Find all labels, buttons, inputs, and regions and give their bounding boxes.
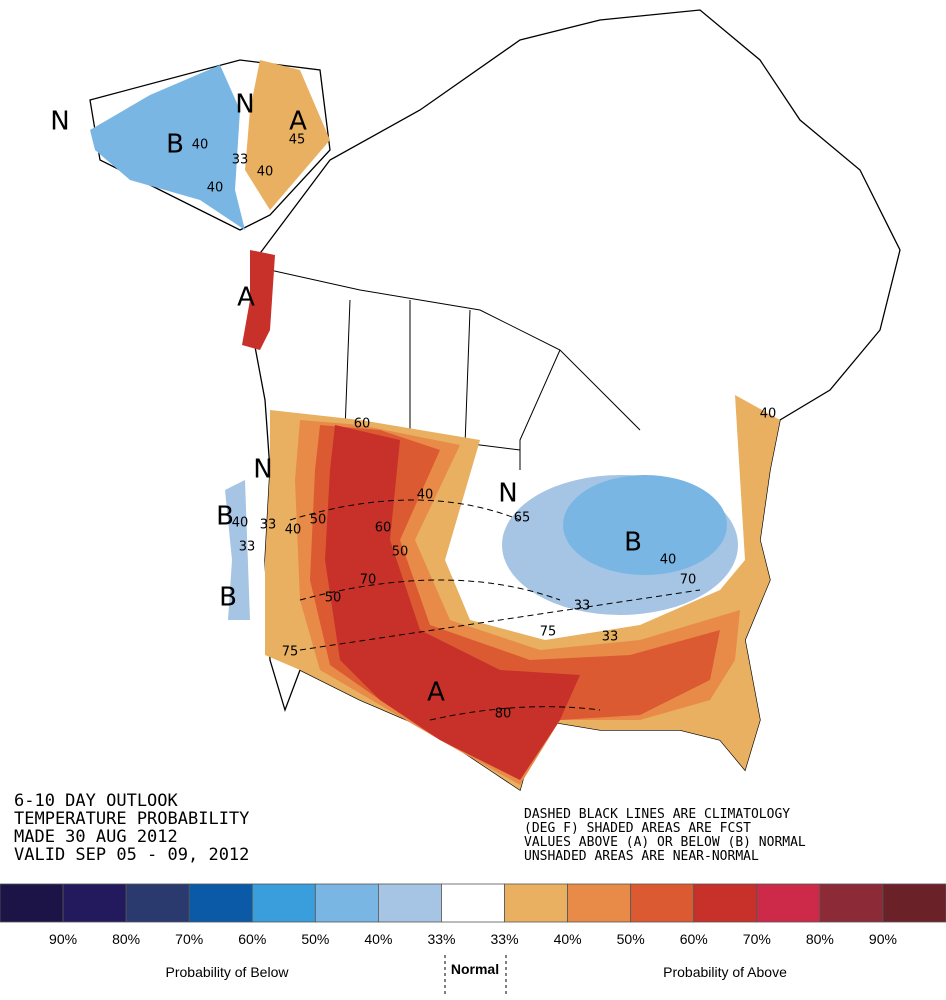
legend-swatch (630, 883, 695, 923)
title-line: MADE 30 AUG 2012 (14, 827, 178, 847)
legend-swatch (441, 883, 505, 923)
map-label: N (50, 107, 69, 137)
legend-label: 50% (617, 931, 645, 947)
contour-label: 45 (289, 133, 306, 148)
title-block: 6-10 DAY OUTLOOK TEMPERATURE PROBABILITY… (14, 791, 249, 865)
note-line: UNSHADED AREAS ARE NEAR-NORMAL (524, 849, 759, 864)
contour-label: 75 (282, 645, 299, 660)
contour-label: 80 (495, 707, 512, 722)
contour-label: 50 (310, 513, 327, 528)
legend-swatch (0, 883, 64, 923)
legend-label: 33% (427, 931, 455, 947)
note-line: VALUES ABOVE (A) OR BELOW (B) NORMAL (524, 835, 806, 850)
legend-swatch (567, 883, 632, 923)
title-line: VALID SEP 05 - 09, 2012 (14, 845, 249, 865)
map-label: N (253, 455, 272, 485)
legend-swatch (756, 883, 821, 923)
legend-swatch (125, 883, 190, 923)
map-label: N (235, 90, 254, 120)
contour-label: 40 (417, 488, 434, 503)
legend: Probability of Below Normal Probability … (0, 883, 946, 996)
alaska-below (90, 65, 245, 230)
map-label: B (216, 502, 234, 532)
legend-swatch (62, 883, 127, 923)
note: DASHED BLACK LINES ARE CLIMATOLOGY (DEG … (524, 807, 806, 864)
legend-label: 80% (112, 931, 140, 947)
legend-swatch (882, 883, 946, 923)
legend-label: 60% (680, 931, 708, 947)
above-70 (325, 425, 580, 780)
west-below (225, 480, 250, 620)
lakes-below-40 (563, 475, 727, 575)
contour-label: 33 (574, 599, 591, 614)
contour-label: 33 (260, 518, 277, 533)
legend-label: 60% (238, 931, 266, 947)
contour-label: 40 (207, 181, 224, 196)
contour-label: 75 (540, 625, 557, 640)
contour-label: 40 (660, 553, 677, 568)
legend-swatch (819, 883, 884, 923)
contour-label: 50 (325, 591, 342, 606)
title-line: 6-10 DAY OUTLOOK (14, 791, 179, 811)
note-line: (DEG F) SHADED AREAS ARE FCST (524, 821, 751, 836)
contour-label: 40 (285, 523, 302, 538)
legend-label: 70% (175, 931, 203, 947)
legend-swatch (693, 883, 758, 923)
title-line: TEMPERATURE PROBABILITY (14, 809, 249, 829)
alaska-above (245, 60, 330, 210)
legend-normal: Normal (451, 961, 499, 977)
map-label: B (219, 583, 237, 613)
contour-label: 50 (392, 545, 409, 560)
contour-labels: 4033404540406050504033403350706540703333… (192, 133, 777, 722)
map: N B N A A N B B N B A 403340454040605050… (50, 9, 901, 792)
legend-label: 33% (491, 931, 519, 947)
legend-swatch (251, 883, 316, 923)
contour-label: 60 (354, 417, 371, 432)
map-label: A (427, 678, 445, 708)
legend-label: 90% (869, 931, 897, 947)
climatology (289, 499, 701, 721)
legend-swatch (377, 883, 442, 923)
contour-label: 33 (232, 153, 249, 168)
contour-label: 33 (239, 540, 256, 555)
contour-label: 40 (760, 407, 777, 422)
legend-label: 40% (554, 931, 582, 947)
map-label: B (166, 130, 184, 160)
legend-swatch (314, 883, 379, 923)
legend-swatch (504, 883, 568, 923)
legend-below: Probability of Below (166, 964, 290, 980)
legend-label: 80% (806, 931, 834, 947)
legend-swatch (188, 883, 253, 923)
legend-label: 50% (301, 931, 329, 947)
map-label: B (624, 528, 642, 558)
map-label: A (237, 283, 255, 313)
legend-label: 90% (49, 931, 77, 947)
legend-label: 40% (364, 931, 392, 947)
map-label: A (289, 107, 307, 137)
legend-label: 70% (743, 931, 771, 947)
nw-above (242, 250, 275, 350)
contour-label: 60 (375, 521, 392, 536)
legend-above: Probability of Above (663, 964, 787, 980)
contour-label: 40 (232, 516, 249, 531)
map-label: N (498, 479, 517, 509)
contour-label: 33 (602, 630, 619, 645)
note-line: DASHED BLACK LINES ARE CLIMATOLOGY (524, 807, 790, 822)
contour-label: 70 (680, 573, 697, 588)
contour-label: 70 (360, 573, 377, 588)
contour-label: 40 (257, 165, 274, 180)
contour-label: 40 (192, 138, 209, 153)
contour-label: 65 (514, 511, 531, 526)
